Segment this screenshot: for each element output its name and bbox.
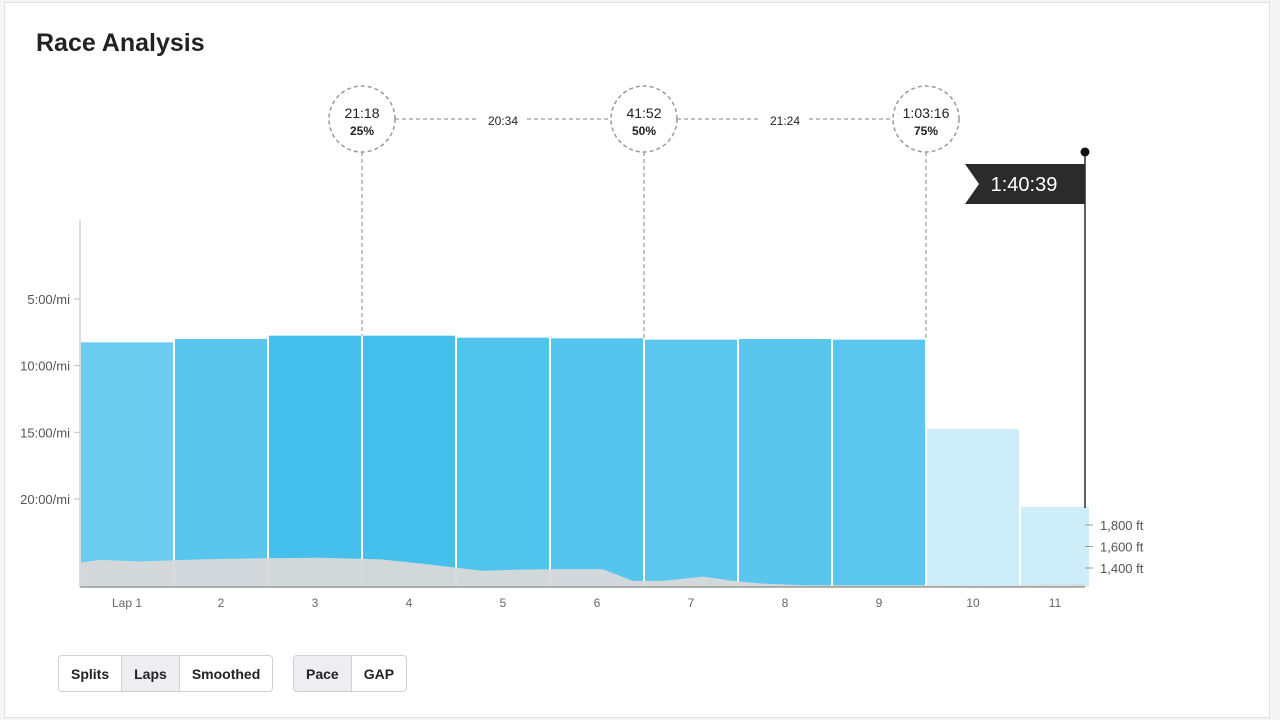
milestone-percent: 75% <box>914 124 938 138</box>
x-tick-label: 7 <box>688 596 695 610</box>
pace-bar-lap-10 <box>927 429 1019 587</box>
x-tick-label: 5 <box>500 596 507 610</box>
pace-bar-lap-7 <box>645 339 737 587</box>
milestone-percent: 50% <box>632 124 656 138</box>
elevation-tick-label: 1,600 ft <box>1100 540 1144 555</box>
milestone-time: 21:18 <box>344 105 379 121</box>
x-tick-label: Lap 1 <box>112 596 142 610</box>
finish-time: 1:40:39 <box>991 174 1058 196</box>
x-tick-label: 6 <box>594 596 601 610</box>
pace-bar-lap-11 <box>1021 507 1089 587</box>
milestone-percent: 25% <box>350 124 374 138</box>
view-laps-button[interactable]: Laps <box>122 656 180 691</box>
segment-gap-label: 20:34 <box>488 114 518 128</box>
page-title: Race Analysis <box>36 29 205 57</box>
x-tick-label: 3 <box>312 596 319 610</box>
metric-toggle-group: Pace GAP <box>293 655 408 692</box>
x-tick-label: 4 <box>406 596 413 610</box>
pace-bar-lap-8 <box>739 339 831 587</box>
y-tick-label: 5:00/mi <box>27 292 70 307</box>
view-toggle-group: Splits Laps Smoothed <box>58 655 274 692</box>
x-tick-label: 2 <box>218 596 225 610</box>
metric-gap-button[interactable]: GAP <box>351 656 407 691</box>
y-tick-label: 10:00/mi <box>20 359 70 374</box>
segment-gap-label: 21:24 <box>770 114 800 128</box>
milestone-time: 41:52 <box>626 105 661 121</box>
pace-bar-lap-2 <box>175 339 267 587</box>
pace-bar-lap-4 <box>363 335 455 587</box>
view-smoothed-button[interactable]: Smoothed <box>179 656 273 691</box>
x-tick-label: 10 <box>966 596 980 610</box>
pace-bar-lap-6 <box>551 338 643 587</box>
milestone-circle <box>892 85 960 153</box>
pace-bar-lap-1 <box>81 342 173 587</box>
x-tick-label: 9 <box>876 596 883 610</box>
x-tick-label: 8 <box>782 596 789 610</box>
x-tick-label: 11 <box>1049 596 1062 610</box>
finish-flag-icon <box>965 164 1085 204</box>
elevation-profile-area <box>80 557 1085 587</box>
elevation-tick-label: 1,400 ft <box>1100 561 1144 576</box>
milestone-time: 1:03:16 <box>903 105 950 121</box>
pace-bar-lap-5 <box>457 337 549 587</box>
metric-pace-button[interactable]: Pace <box>294 656 352 691</box>
elevation-tick-label: 1,800 ft <box>1100 518 1144 533</box>
y-tick-label: 15:00/mi <box>20 425 70 440</box>
finish-flag-pole-top <box>1080 147 1090 157</box>
y-tick-label: 20:00/mi <box>20 492 70 507</box>
view-splits-button[interactable]: Splits <box>59 656 123 691</box>
pace-bar-lap-3 <box>269 335 361 587</box>
pace-bar-lap-9 <box>833 339 925 587</box>
